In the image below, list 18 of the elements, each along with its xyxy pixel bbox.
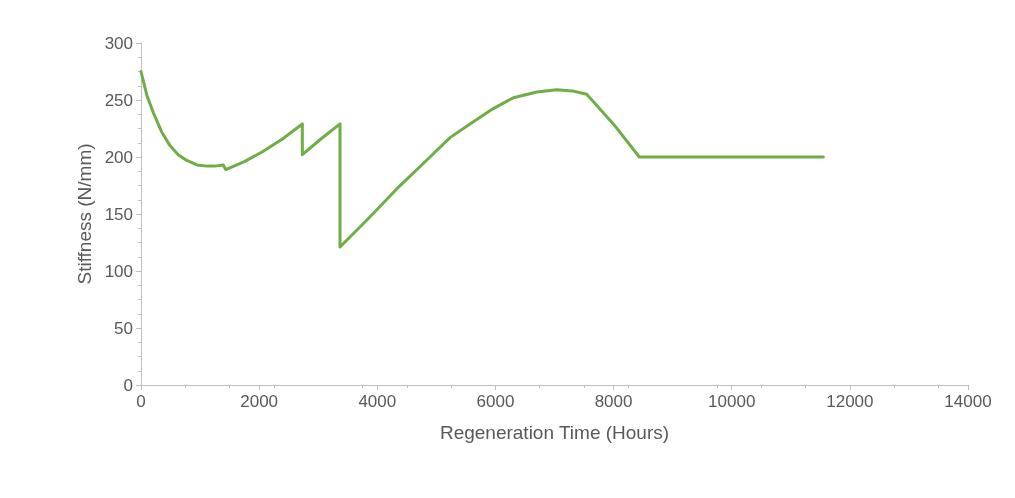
y-axis-title: Stiffness (N/mm) xyxy=(73,143,95,285)
x-tick-label: 4000 xyxy=(358,392,397,411)
line-series xyxy=(139,70,825,249)
x-axis-title: Regeneration Time (Hours) xyxy=(439,422,670,443)
y-tick-label: 150 xyxy=(104,204,133,224)
y-tick-label: 250 xyxy=(104,90,133,110)
y-tick-label: 300 xyxy=(104,33,133,53)
x-tick-label: 10000 xyxy=(708,392,756,411)
x-tick-label: 12000 xyxy=(826,392,874,411)
y-tick-label: 50 xyxy=(114,318,133,338)
y-tick-label: 100 xyxy=(104,261,133,281)
x-tick-label: 2000 xyxy=(240,392,279,411)
y-tick-label: 200 xyxy=(104,147,133,167)
x-tick-label: 6000 xyxy=(476,392,515,411)
x-tick-label: 0 xyxy=(136,392,146,411)
x-tick-label: 14000 xyxy=(944,392,992,411)
x-tick-label: 8000 xyxy=(594,392,633,411)
y-tick-label: 0 xyxy=(123,375,133,395)
